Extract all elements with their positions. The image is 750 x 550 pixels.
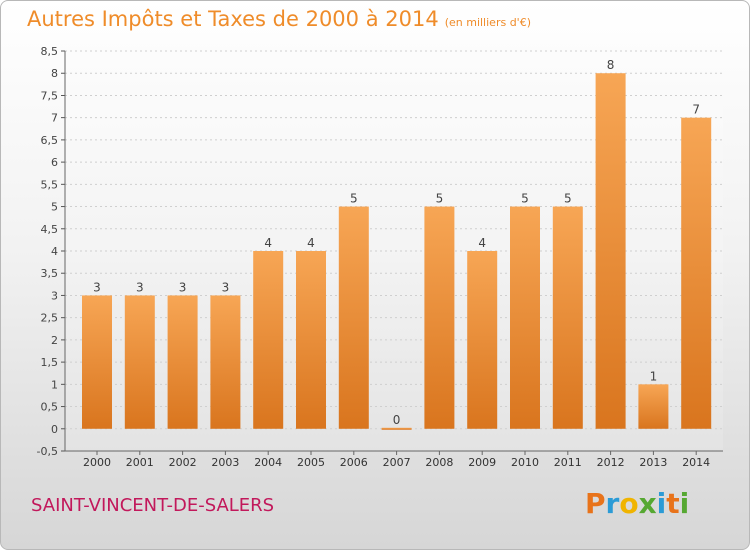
y-tick-label: 0,5 — [41, 401, 59, 414]
logo-letter: o — [619, 487, 639, 520]
y-tick-label: 3 — [51, 289, 58, 302]
data-label: 3 — [222, 280, 230, 294]
data-label: 0 — [393, 413, 401, 427]
y-tick-label: 1 — [51, 378, 58, 391]
y-tick-label: 8 — [51, 67, 58, 80]
bar — [124, 295, 155, 429]
bar — [424, 206, 455, 429]
logo-letter: i — [679, 487, 690, 520]
proxiti-logo: Proxiti — [585, 487, 689, 520]
x-tick-label: 2007 — [383, 456, 411, 469]
y-tick-label: 7 — [51, 112, 58, 125]
bar — [296, 251, 326, 429]
data-label: 4 — [478, 236, 486, 250]
bar — [167, 295, 198, 429]
bar — [381, 427, 412, 430]
y-tick-label: 6,5 — [41, 134, 59, 147]
y-tick-label: 1,5 — [41, 356, 59, 369]
y-tick-label: 7,5 — [41, 89, 59, 102]
chart-title-text: Autres Impôts et Taxes de 2000 à 2014 — [27, 7, 439, 31]
data-label: 5 — [350, 192, 358, 206]
x-tick-label: 2004 — [254, 456, 282, 469]
x-tick-label: 2013 — [639, 456, 667, 469]
y-tick-label: 2 — [51, 334, 58, 347]
logo-letter: x — [638, 487, 657, 520]
y-tick-label: 8,5 — [41, 45, 59, 58]
bar — [638, 384, 669, 429]
y-tick-label: 4 — [51, 245, 58, 258]
y-tick-label: 0 — [51, 423, 58, 436]
y-tick-label: 3,5 — [41, 267, 59, 280]
x-tick-label: 2014 — [682, 456, 710, 469]
x-tick-label: 2009 — [468, 456, 496, 469]
y-tick-label: 6 — [51, 156, 58, 169]
x-tick-label: 2003 — [211, 456, 239, 469]
data-label: 4 — [307, 236, 315, 250]
x-tick-label: 2001 — [126, 456, 154, 469]
data-label: 8 — [607, 58, 615, 72]
bar — [253, 251, 284, 429]
y-tick-label: 4,5 — [41, 223, 59, 236]
x-tick-label: 2005 — [297, 456, 325, 469]
y-tick-label: 2,5 — [41, 312, 59, 325]
x-tick-label: 2000 — [83, 456, 111, 469]
bar — [467, 251, 498, 429]
data-label: 5 — [564, 192, 572, 206]
y-tick-label: 5,5 — [41, 178, 59, 191]
data-label: 3 — [93, 280, 101, 294]
data-label: 3 — [136, 280, 144, 294]
logo-letter: t — [666, 487, 680, 520]
y-tick-label: -0,5 — [37, 445, 58, 458]
y-tick-label: 5 — [51, 201, 58, 214]
bar — [552, 206, 583, 429]
logo-letter: P — [585, 487, 606, 520]
chart-subtitle: (en milliers d'€) — [444, 16, 531, 29]
data-label: 1 — [650, 369, 658, 383]
bar — [338, 206, 369, 429]
logo-letter: i — [656, 487, 667, 520]
x-tick-label: 2002 — [169, 456, 197, 469]
commune-name: SAINT-VINCENT-DE-SALERS — [31, 495, 275, 516]
bar — [510, 206, 540, 429]
x-tick-label: 2012 — [597, 456, 625, 469]
x-tick-label: 2006 — [340, 456, 368, 469]
bar — [595, 73, 626, 429]
data-label: 5 — [436, 192, 444, 206]
bar — [210, 295, 241, 429]
data-label: 7 — [692, 103, 700, 117]
x-tick-label: 2011 — [554, 456, 582, 469]
x-tick-label: 2008 — [425, 456, 453, 469]
data-label: 4 — [264, 236, 272, 250]
x-tick-label: 2010 — [511, 456, 539, 469]
bar — [681, 117, 712, 429]
chart-title: Autres Impôts et Taxes de 2000 à 2014 (en… — [27, 7, 531, 31]
bar — [82, 295, 112, 429]
data-label: 3 — [179, 280, 187, 294]
data-label: 5 — [521, 192, 529, 206]
logo-letter: r — [605, 487, 620, 520]
